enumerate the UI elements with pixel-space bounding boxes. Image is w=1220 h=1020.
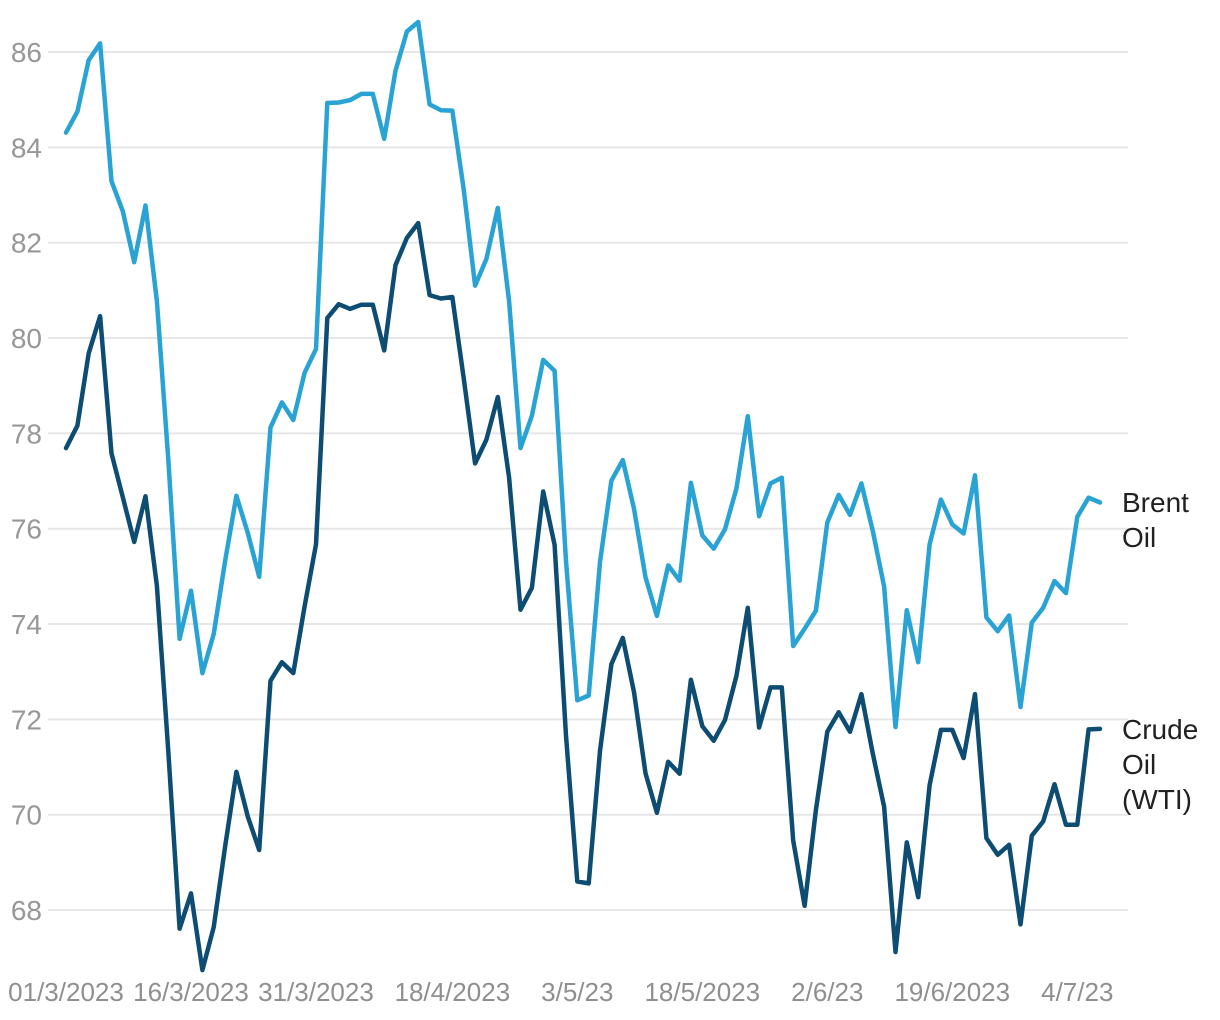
x-tick-label: 4/7/23 bbox=[1041, 977, 1113, 1007]
x-tick-label: 18/5/2023 bbox=[644, 977, 760, 1007]
legend-label-line: Oil bbox=[1122, 522, 1157, 554]
y-tick-label: 70 bbox=[11, 800, 42, 831]
legend-label-line: Brent bbox=[1122, 487, 1189, 519]
y-tick-label: 74 bbox=[11, 609, 42, 640]
y-tick-label: 72 bbox=[11, 704, 42, 735]
legend-label-crude-oil-wti: Crude Oil (WTI) bbox=[1122, 712, 1218, 817]
x-tick-label: 18/4/2023 bbox=[394, 977, 510, 1007]
x-tick-label: 3/5/23 bbox=[541, 977, 613, 1007]
y-gridlines bbox=[48, 51, 1128, 912]
y-tick-label: 80 bbox=[11, 323, 42, 354]
y-tick-label: 78 bbox=[11, 418, 42, 449]
series-lines bbox=[63, 19, 1103, 973]
y-axis-labels: 68 70 72 74 76 78 80 82 84 86 bbox=[11, 37, 42, 926]
y-tick-label: 68 bbox=[11, 895, 42, 926]
x-tick-label: 19/6/2023 bbox=[894, 977, 1010, 1007]
x-tick-label: 01/3/2023 bbox=[8, 977, 124, 1007]
x-tick-label: 16/3/2023 bbox=[133, 977, 249, 1007]
x-axis-labels: 01/3/2023 16/3/2023 31/3/2023 18/4/2023 3/5/… bbox=[8, 977, 1113, 1007]
legend-label-line: Crude bbox=[1122, 713, 1199, 745]
y-tick-label: 86 bbox=[11, 37, 42, 68]
legend-label-line: (WTI) bbox=[1122, 783, 1192, 815]
y-tick-label: 82 bbox=[11, 228, 42, 259]
legend-label-line: Oil bbox=[1122, 748, 1157, 780]
series-line-brent bbox=[63, 19, 1103, 730]
x-tick-label: 2/6/23 bbox=[791, 977, 863, 1007]
y-tick-label: 84 bbox=[11, 132, 42, 163]
y-tick-label: 76 bbox=[11, 514, 42, 545]
series-line-wti bbox=[63, 220, 1103, 973]
legend-label-brent-oil: Brent Oil bbox=[1122, 485, 1218, 555]
x-tick-label: 31/3/2023 bbox=[258, 977, 374, 1007]
